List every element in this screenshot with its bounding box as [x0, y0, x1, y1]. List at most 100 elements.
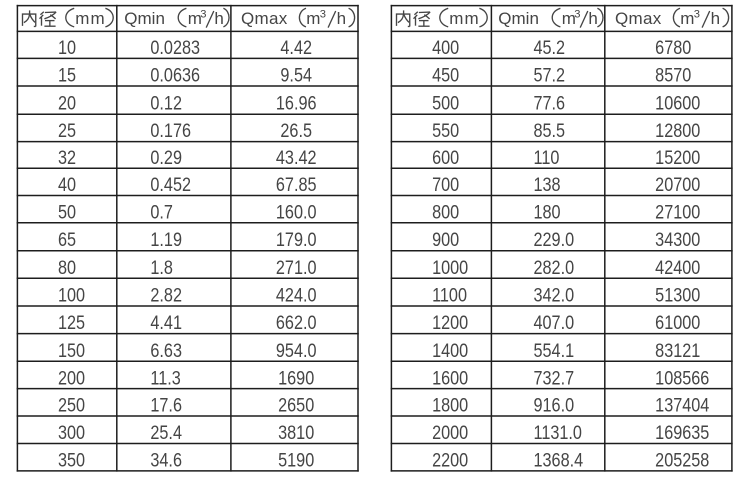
svg-text:43.42: 43.42 [276, 147, 317, 169]
svg-text:40: 40 [58, 174, 76, 196]
svg-text:110: 110 [534, 147, 560, 169]
svg-text:1690: 1690 [278, 367, 314, 389]
svg-text:662.0: 662.0 [276, 312, 317, 334]
svg-text:137404: 137404 [655, 394, 709, 416]
svg-text:1131.0: 1131.0 [534, 422, 582, 444]
svg-text:342.0: 342.0 [534, 284, 575, 306]
svg-text:800: 800 [432, 201, 459, 223]
svg-text:3: 3 [200, 9, 206, 21]
svg-text:600: 600 [432, 147, 459, 169]
svg-text:42400: 42400 [655, 256, 700, 278]
svg-text:1.19: 1.19 [150, 229, 182, 251]
svg-text:57.2: 57.2 [534, 64, 566, 86]
svg-text:916.0: 916.0 [534, 394, 575, 416]
svg-text:3: 3 [320, 9, 326, 21]
svg-text:2000: 2000 [432, 422, 468, 444]
svg-text:26.5: 26.5 [280, 120, 312, 142]
svg-text:700: 700 [432, 174, 459, 196]
svg-text:17.6: 17.6 [150, 394, 182, 416]
svg-text:160.0: 160.0 [276, 201, 317, 223]
svg-text:954.0: 954.0 [276, 339, 317, 361]
svg-text:4.42: 4.42 [280, 37, 312, 59]
svg-text:16.96: 16.96 [276, 92, 317, 114]
svg-text:Qmax: Qmax [615, 9, 662, 28]
svg-text:83121: 83121 [655, 339, 700, 361]
svg-text:6.63: 6.63 [150, 339, 182, 361]
svg-text:12800: 12800 [655, 120, 700, 142]
svg-text:732.7: 732.7 [534, 367, 575, 389]
svg-text:0.0283: 0.0283 [150, 37, 200, 59]
svg-text:0.7: 0.7 [150, 201, 173, 223]
svg-text:25.4: 25.4 [150, 422, 182, 444]
svg-text:85.5: 85.5 [534, 120, 566, 142]
svg-text:11.3: 11.3 [150, 367, 180, 389]
svg-text:2650: 2650 [278, 394, 314, 416]
svg-text:34.6: 34.6 [150, 449, 182, 471]
svg-text:51300: 51300 [655, 284, 700, 306]
svg-text:m: m [680, 9, 694, 28]
svg-text:0.176: 0.176 [150, 120, 191, 142]
svg-text:500: 500 [432, 92, 459, 114]
svg-text:m: m [188, 9, 202, 28]
svg-text:8570: 8570 [655, 64, 691, 86]
svg-text:0.29: 0.29 [150, 147, 182, 169]
svg-text:15: 15 [58, 64, 76, 86]
svg-text:0.12: 0.12 [150, 92, 182, 114]
svg-text:2200: 2200 [432, 449, 468, 471]
svg-text:900: 900 [432, 229, 459, 251]
svg-text:5190: 5190 [278, 449, 314, 471]
svg-text:9.54: 9.54 [280, 64, 312, 86]
svg-text:169635: 169635 [655, 422, 709, 444]
svg-text:67.85: 67.85 [276, 174, 317, 196]
svg-text:400: 400 [432, 37, 459, 59]
svg-text:34300: 34300 [655, 229, 700, 251]
svg-text:300: 300 [58, 422, 85, 444]
svg-text:Qmin: Qmin [124, 9, 165, 28]
svg-text:25: 25 [58, 120, 76, 142]
svg-text:138: 138 [534, 174, 561, 196]
svg-text:271.0: 271.0 [276, 256, 317, 278]
svg-text:mm: mm [449, 9, 480, 28]
svg-text:1400: 1400 [432, 339, 468, 361]
svg-text:150: 150 [58, 339, 85, 361]
svg-text:200: 200 [58, 367, 85, 389]
svg-text:407.0: 407.0 [534, 312, 575, 334]
svg-text:1.8: 1.8 [150, 256, 173, 278]
svg-text:554.1: 554.1 [534, 339, 575, 361]
svg-text:6780: 6780 [655, 37, 691, 59]
svg-text:0.452: 0.452 [150, 174, 191, 196]
svg-text:1200: 1200 [432, 312, 468, 334]
svg-text:20: 20 [58, 92, 76, 114]
svg-text:Qmin: Qmin [498, 9, 539, 28]
svg-text:3: 3 [574, 9, 580, 21]
svg-text:229.0: 229.0 [534, 229, 575, 251]
svg-text:h: h [337, 9, 346, 28]
svg-text:h: h [711, 9, 720, 28]
svg-text:77.6: 77.6 [534, 92, 566, 114]
svg-text:h: h [588, 9, 597, 28]
svg-text:1800: 1800 [432, 394, 468, 416]
svg-text:32: 32 [58, 147, 76, 169]
svg-text:350: 350 [58, 449, 85, 471]
svg-text:27100: 27100 [655, 201, 700, 223]
svg-text:125: 125 [58, 312, 85, 334]
svg-text:108566: 108566 [655, 367, 709, 389]
svg-text:424.0: 424.0 [276, 284, 317, 306]
svg-text:550: 550 [432, 120, 459, 142]
svg-text:h: h [214, 9, 223, 28]
svg-text:250: 250 [58, 394, 85, 416]
svg-text:3: 3 [694, 9, 700, 21]
svg-text:0.0636: 0.0636 [150, 64, 200, 86]
svg-text:10600: 10600 [655, 92, 700, 114]
svg-text:45.2: 45.2 [534, 37, 566, 59]
svg-text:4.41: 4.41 [150, 312, 182, 334]
svg-text:1368.4: 1368.4 [534, 449, 584, 471]
svg-text:m: m [562, 9, 576, 28]
svg-text:10: 10 [58, 37, 76, 59]
svg-text:50: 50 [58, 201, 76, 223]
svg-text:1000: 1000 [432, 256, 468, 278]
svg-text:m: m [306, 9, 320, 28]
svg-text:205258: 205258 [655, 449, 709, 471]
svg-text:80: 80 [58, 256, 76, 278]
svg-text:mm: mm [75, 9, 106, 28]
